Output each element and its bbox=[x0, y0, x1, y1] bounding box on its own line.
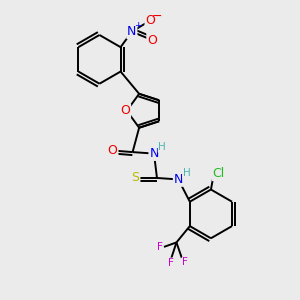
Text: F: F bbox=[182, 257, 188, 267]
Text: H: H bbox=[158, 142, 166, 152]
Text: +: + bbox=[134, 21, 141, 30]
Text: N: N bbox=[127, 25, 136, 38]
Text: H: H bbox=[182, 168, 190, 178]
Text: O: O bbox=[108, 144, 118, 157]
Text: Cl: Cl bbox=[212, 167, 225, 180]
Text: N: N bbox=[174, 173, 183, 186]
Text: N: N bbox=[149, 147, 159, 160]
Text: F: F bbox=[157, 242, 162, 252]
Text: O: O bbox=[147, 34, 157, 46]
Text: S: S bbox=[132, 172, 140, 184]
Text: O: O bbox=[120, 104, 130, 117]
Text: O: O bbox=[146, 14, 155, 27]
Text: F: F bbox=[168, 258, 173, 268]
Text: −: − bbox=[152, 10, 162, 22]
